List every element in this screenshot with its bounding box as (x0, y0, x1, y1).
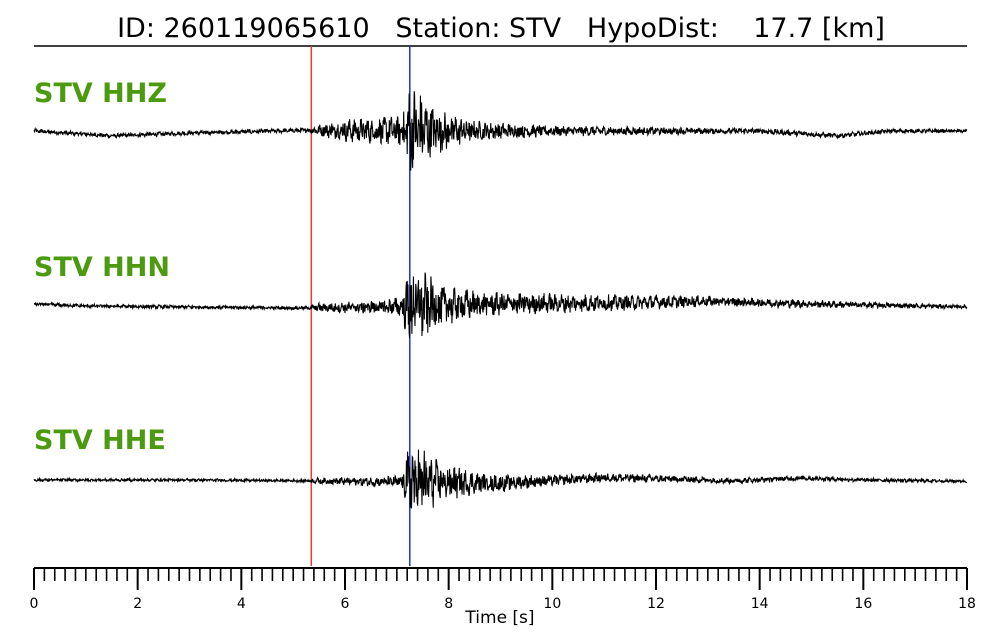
tick-label: 6 (341, 596, 350, 612)
trace-label-1: STV HHN (34, 252, 170, 283)
waveform-traces (33, 91, 968, 509)
tick-label: 14 (751, 596, 769, 612)
trace-labels: STV HHZ STV HHN STV HHE (34, 78, 170, 456)
x-axis-label: Time [s] (464, 608, 534, 628)
chart-title: ID: 260119065610 Station: STV HypoDist: … (117, 13, 885, 44)
tick-label: 12 (647, 596, 665, 612)
tick-label: 8 (444, 596, 453, 612)
trace-1 (33, 272, 968, 339)
tick-label: 18 (958, 596, 976, 612)
trace-0 (33, 91, 968, 171)
trace-label-0: STV HHZ (34, 78, 167, 109)
time-axis: 0 2 4 6 8 10 12 14 16 18 (30, 567, 976, 612)
tick-label: 0 (30, 596, 39, 612)
tick-label: 16 (854, 596, 872, 612)
tick-label: 10 (543, 596, 561, 612)
tick-label: 2 (133, 596, 142, 612)
trace-2 (33, 449, 968, 509)
tick-label: 4 (237, 596, 246, 612)
trace-label-2: STV HHE (34, 425, 166, 456)
